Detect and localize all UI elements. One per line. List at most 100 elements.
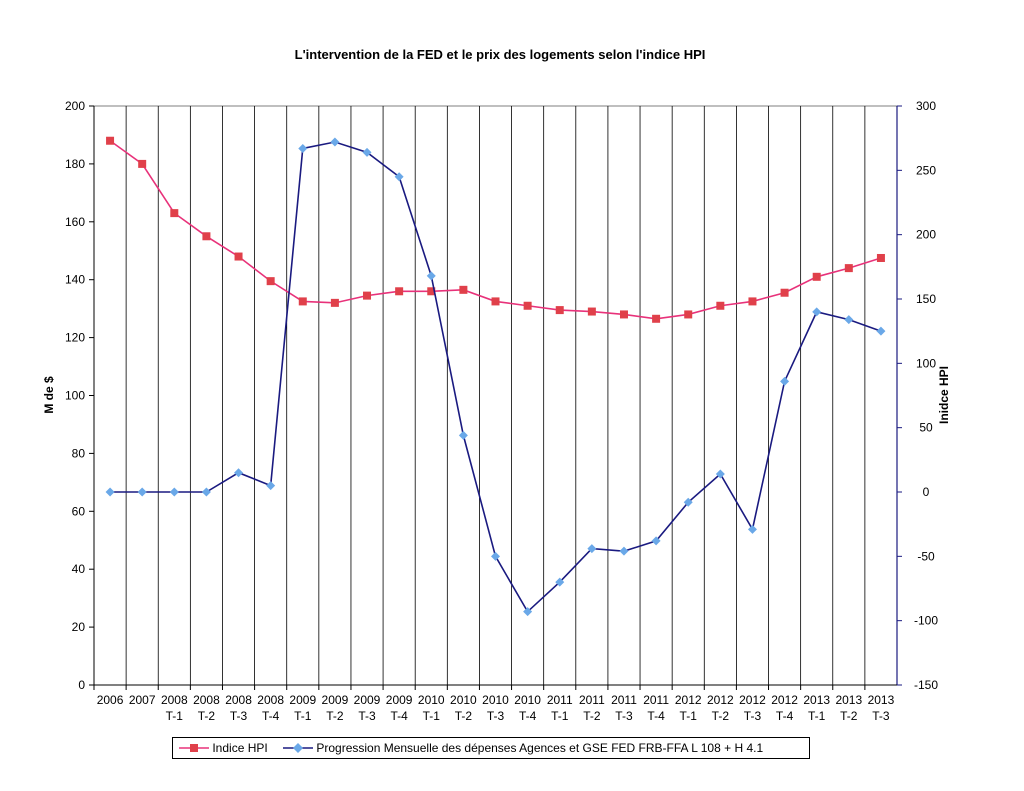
data-point-fed: [715, 469, 725, 479]
data-point-hpi: [619, 310, 628, 319]
data-point-hpi: [427, 287, 436, 296]
left-tick-label: 100: [65, 389, 85, 403]
x-tick-label-quarter: T-3: [230, 709, 248, 723]
left-tick-label: 180: [65, 157, 85, 171]
right-tick-label: 200: [916, 228, 936, 242]
x-tick-label-year: 2012: [739, 693, 766, 707]
data-point-hpi: [491, 297, 500, 306]
left-tick-label: 20: [72, 620, 86, 634]
x-tick-label-year: 2010: [514, 693, 541, 707]
data-point-hpi: [876, 253, 885, 262]
x-tick-label-year: 2008: [193, 693, 220, 707]
x-tick-label-quarter: T-1: [166, 709, 184, 723]
right-tick-label: 100: [916, 356, 936, 370]
data-point-hpi: [234, 252, 243, 261]
x-tick-label-quarter: T-2: [326, 709, 344, 723]
data-point-hpi: [587, 307, 596, 316]
x-tick-label-year: 2009: [322, 693, 349, 707]
x-tick-label-year: 2010: [482, 693, 509, 707]
left-tick-label: 200: [65, 99, 85, 113]
data-point-fed: [298, 143, 308, 153]
data-point-hpi: [716, 301, 725, 310]
x-tick-label-quarter: T-3: [358, 709, 376, 723]
x-tick-label-year: 2012: [707, 693, 734, 707]
x-tick-label-year: 2013: [835, 693, 862, 707]
x-tick-label-year: 2009: [386, 693, 413, 707]
right-tick-label: 0: [923, 485, 930, 499]
data-point-hpi: [523, 301, 532, 310]
right-tick-label: 300: [916, 99, 936, 113]
data-point-fed: [491, 551, 500, 561]
data-point-fed: [105, 487, 115, 497]
x-tick-label-quarter: T-1: [551, 709, 569, 723]
data-point-fed: [587, 544, 597, 554]
data-point-hpi: [106, 136, 115, 145]
axes-layer: [93, 105, 898, 686]
x-tick-label-quarter: T-3: [744, 709, 762, 723]
x-tick-label-year: 2007: [129, 693, 156, 707]
x-tick-label-year: 2008: [161, 693, 188, 707]
left-axis-title: M de $: [42, 376, 56, 414]
x-tick-label-quarter: T-2: [712, 709, 730, 723]
x-tick-label-year: 2010: [450, 693, 477, 707]
right-axis-title: Inidce HPI: [937, 366, 951, 424]
x-tick-label-year: 2009: [289, 693, 316, 707]
x-tick-label-quarter: T-1: [808, 709, 826, 723]
x-tick-label-year: 2008: [257, 693, 284, 707]
x-tick-label-year: 2006: [97, 693, 124, 707]
data-point-fed: [523, 607, 533, 617]
data-point-hpi: [684, 310, 693, 319]
left-tick-label: 40: [72, 562, 86, 576]
x-tick-label-year: 2013: [868, 693, 895, 707]
data-point-fed: [683, 497, 693, 507]
x-tick-label-quarter: T-2: [583, 709, 601, 723]
left-tick-label: 120: [65, 331, 85, 345]
x-tick-label-quarter: T-4: [776, 709, 794, 723]
x-tick-label-quarter: T-3: [615, 709, 633, 723]
legend-label-fed: Progression Mensuelle des dépenses Agenc…: [316, 741, 764, 755]
x-tick-label-year: 2012: [771, 693, 798, 707]
x-tick-label-quarter: T-2: [840, 709, 858, 723]
x-tick-label-quarter: T-4: [390, 709, 408, 723]
x-tick-label-year: 2010: [418, 693, 445, 707]
x-tick-label-quarter: T-1: [294, 709, 312, 723]
data-point-hpi: [298, 297, 307, 306]
legend: Indice HPI Progression Mensuelle des dép…: [172, 737, 810, 759]
data-point-fed: [747, 524, 757, 534]
data-point-fed: [330, 137, 340, 147]
data-point-hpi: [844, 264, 853, 273]
data-point-hpi: [555, 306, 564, 315]
right-tick-label: 250: [916, 163, 936, 177]
series-layer: [105, 136, 886, 617]
legend-swatch-fed: [283, 742, 313, 753]
x-tick-label-quarter: T-4: [519, 709, 537, 723]
data-point-fed: [458, 430, 468, 440]
data-point-fed: [876, 326, 886, 336]
chart-title: L'intervention de la FED et le prix des …: [294, 47, 706, 62]
x-tick-label-quarter: T-1: [423, 709, 441, 723]
right-tick-label: 150: [916, 292, 936, 306]
right-tick-label: -100: [914, 614, 938, 628]
left-tick-label: 160: [65, 215, 85, 229]
data-point-hpi: [395, 287, 404, 296]
legend-label-hpi: Indice HPI: [212, 741, 268, 755]
x-tick-label-year: 2012: [675, 693, 702, 707]
data-point-fed: [619, 546, 629, 556]
legend-swatch-hpi: [179, 743, 209, 752]
grid-layer: [125, 106, 866, 685]
legend-item-hpi: Indice HPI: [179, 741, 268, 756]
x-tick-label-year: 2009: [354, 693, 381, 707]
x-tick-label-quarter: T-3: [872, 709, 890, 723]
x-tick-label-year: 2008: [225, 693, 252, 707]
data-point-fed: [812, 307, 822, 317]
data-point-fed: [651, 536, 661, 546]
data-point-fed: [362, 147, 372, 157]
x-tick-label-year: 2011: [547, 693, 573, 707]
data-point-hpi: [170, 209, 179, 218]
data-point-hpi: [138, 159, 147, 168]
series-line-1: [110, 141, 882, 613]
ticks-layer: 0 20 40 60 80 100 120 140 160 180 200 -150 -100 -50 0 5…: [65, 99, 938, 723]
data-point-fed: [137, 487, 147, 497]
left-tick-label: 80: [72, 446, 86, 460]
data-point-fed: [426, 271, 436, 281]
